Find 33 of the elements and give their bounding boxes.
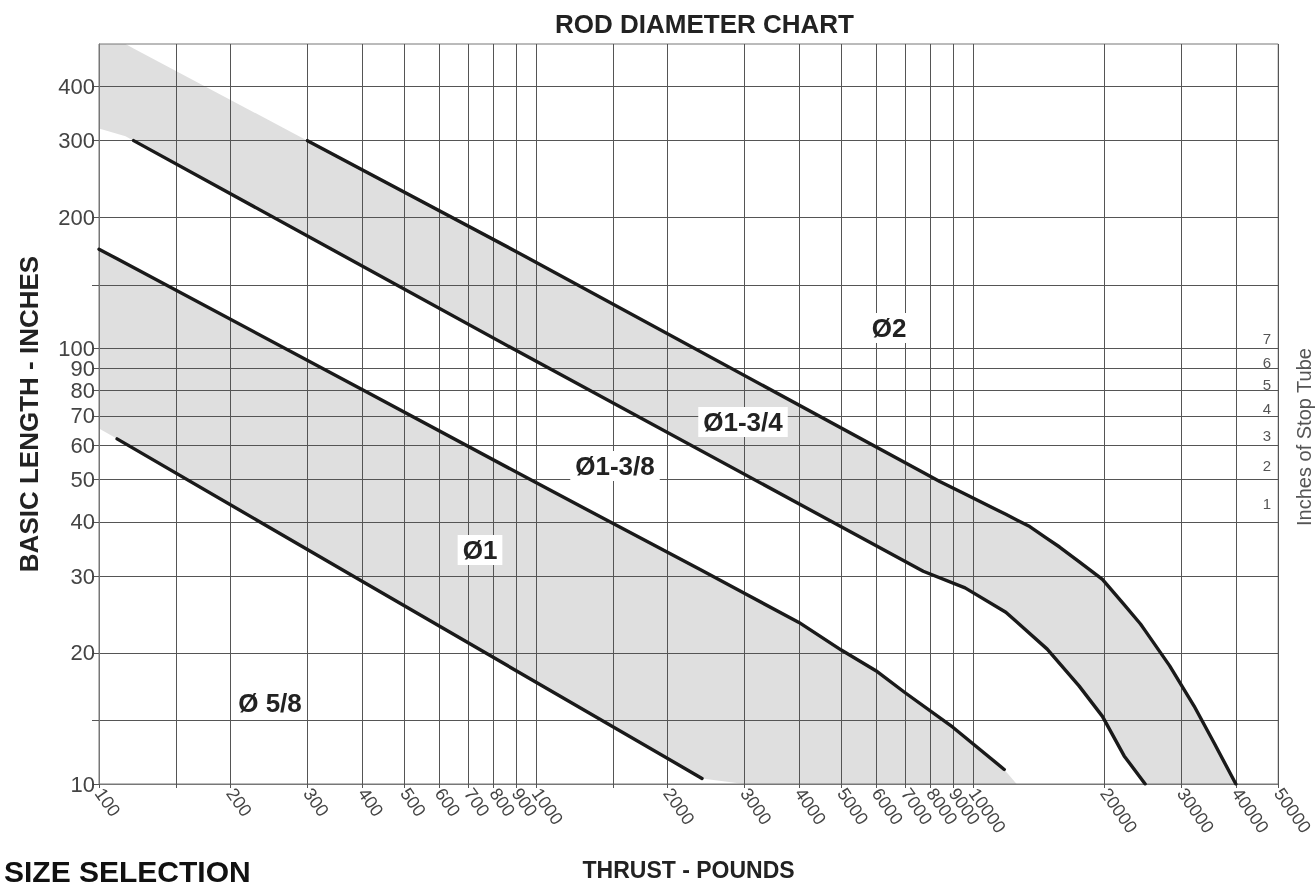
y-tick-label: 300 xyxy=(58,128,95,154)
text: SIZE SELECTION xyxy=(4,854,251,886)
y-tick-label: 20 xyxy=(70,640,95,666)
annotation: 6 xyxy=(1262,353,1272,371)
annotation: 3 xyxy=(1262,426,1272,444)
x-tick-label: 400 xyxy=(353,784,388,821)
y-tick-label: 30 xyxy=(70,563,95,589)
annotation: 1 xyxy=(1262,494,1272,512)
x-axis-title: THRUST - POUNDS xyxy=(582,856,795,883)
y-tick-label: 50 xyxy=(70,467,95,493)
text: Inches of Stop Tube xyxy=(1293,348,1315,526)
y-tick-label: 80 xyxy=(70,378,95,404)
annotation: 4 xyxy=(1262,399,1272,417)
x-tick-label: 500 xyxy=(396,784,430,821)
annotation: 2 xyxy=(1262,456,1272,474)
y-tick-label: 40 xyxy=(70,509,95,535)
annotation: Ø1-3/4 xyxy=(703,407,784,437)
y-tick-label: 60 xyxy=(70,432,95,458)
annotation: 7 xyxy=(1262,329,1272,347)
y-tick-label: 10 xyxy=(70,771,95,797)
x-tick-label: 200 xyxy=(222,784,256,821)
annotation: Ø2 xyxy=(871,313,907,343)
x-tick-label: 600 xyxy=(430,784,465,821)
annotation: Ø1-3/8 xyxy=(575,451,655,481)
y-tick-label: 400 xyxy=(58,73,95,99)
y-tick-label: 70 xyxy=(70,403,95,429)
annotation: Ø 5/8 xyxy=(238,688,302,718)
chart-title: ROD DIAMETER CHART xyxy=(555,9,855,39)
y-tick-label: 200 xyxy=(58,204,95,230)
x-tick-label: 300 xyxy=(299,784,333,821)
annotation: 5 xyxy=(1262,375,1272,393)
y-axis-title: BASIC LENGTH - INCHES xyxy=(14,255,44,573)
annotation: Ø1 xyxy=(462,535,498,565)
